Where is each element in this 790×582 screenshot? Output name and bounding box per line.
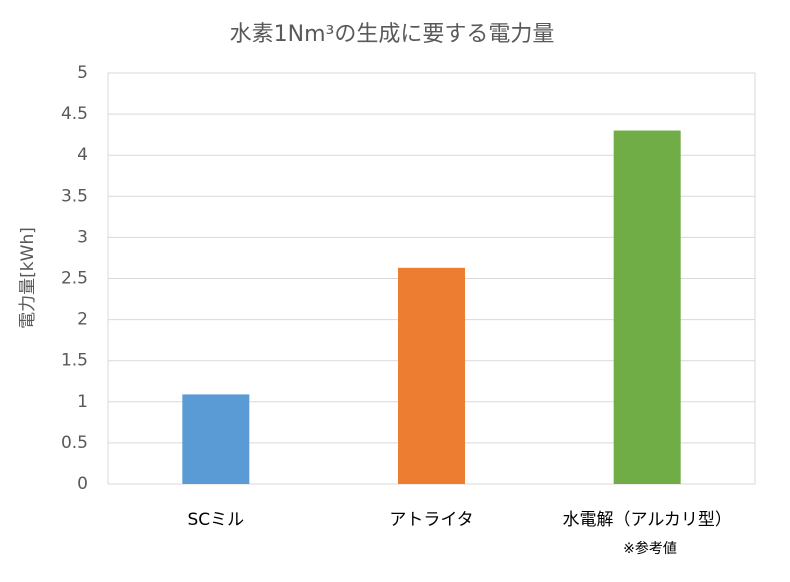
y-axis-label: 電力量[kWh] <box>18 227 38 329</box>
bar <box>613 130 681 485</box>
y-tick-label: 1 <box>77 392 88 412</box>
y-tick-label: 3 <box>77 227 88 247</box>
y-tick-label: 0.5 <box>61 433 88 453</box>
annotation: ※参考値 <box>623 540 677 557</box>
y-tick-label: 3.5 <box>61 186 88 206</box>
y-tick-label: 4.5 <box>61 104 88 124</box>
x-tick-label: SCミル <box>187 510 244 530</box>
y-tick-label: 5 <box>77 63 88 83</box>
y-tick-label: 2 <box>77 310 88 330</box>
y-tick-label: 0 <box>77 474 88 494</box>
y-tick-label: 4 <box>77 145 88 165</box>
bar <box>398 267 465 484</box>
x-tick-label: アトライタ <box>389 510 473 530</box>
y-tick-label: 2.5 <box>61 269 88 289</box>
y-tick-label: 1.5 <box>61 351 88 371</box>
x-tick-label: 水電解（アルカリ型） <box>563 510 732 530</box>
chart-title: 水素1Nm³の生成に要する電力量 <box>230 22 555 47</box>
bar <box>182 394 250 484</box>
